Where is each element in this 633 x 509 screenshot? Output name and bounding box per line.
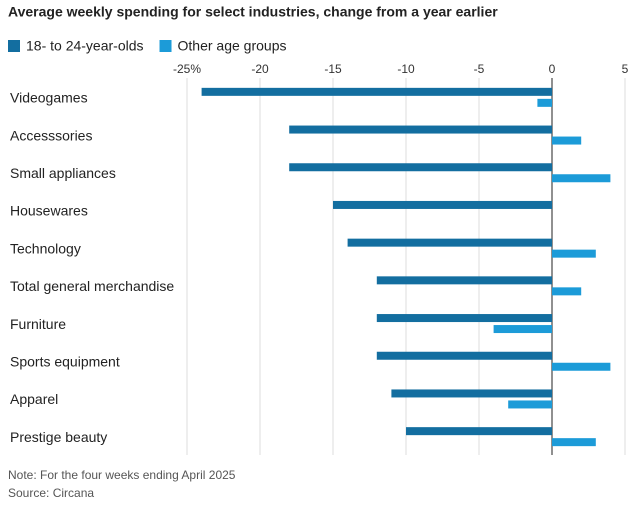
bar — [376, 276, 552, 285]
category-label: Technology — [10, 240, 81, 256]
legend-label: Other age groups — [178, 38, 287, 54]
bar — [552, 136, 582, 145]
category-label: Total general merchandise — [10, 278, 174, 294]
bar — [552, 287, 582, 296]
bar — [289, 125, 552, 134]
category-label: Accesssories — [10, 127, 92, 143]
bar — [537, 98, 552, 107]
bar — [493, 325, 552, 334]
source: Source: Circana — [8, 486, 94, 500]
bar — [508, 400, 552, 409]
bar — [376, 351, 552, 360]
legend-swatch — [159, 40, 172, 52]
category-label: Sports equipment — [10, 353, 120, 369]
category-label: Prestige beauty — [10, 429, 107, 445]
bar — [406, 427, 552, 436]
bar — [552, 174, 611, 183]
x-tick-label: 5 — [622, 62, 629, 76]
bar — [552, 438, 596, 447]
category-label: Furniture — [10, 316, 66, 332]
x-tick-label: -25% — [173, 62, 201, 76]
category-label: Apparel — [10, 391, 58, 407]
bar — [552, 362, 611, 371]
x-tick-label: -10 — [397, 62, 415, 76]
bar — [552, 249, 596, 258]
category-label: Videogames — [10, 90, 88, 106]
bar — [201, 87, 552, 96]
chart-title: Average weekly spending for select indus… — [8, 4, 498, 20]
bar — [376, 314, 552, 323]
bar — [347, 238, 552, 247]
bar — [391, 389, 552, 398]
x-tick-label: 0 — [549, 62, 556, 76]
legend-swatch — [8, 40, 20, 52]
note: Note: For the four weeks ending April 20… — [8, 468, 236, 482]
x-tick-label: -5 — [474, 62, 485, 76]
x-tick-label: -15 — [324, 62, 342, 76]
category-label: Housewares — [10, 203, 88, 219]
x-tick-label: -20 — [251, 62, 269, 76]
bar — [289, 163, 552, 172]
bar — [333, 200, 552, 209]
category-label: Small appliances — [10, 165, 116, 181]
legend-label: 18- to 24-year-olds — [26, 38, 144, 54]
